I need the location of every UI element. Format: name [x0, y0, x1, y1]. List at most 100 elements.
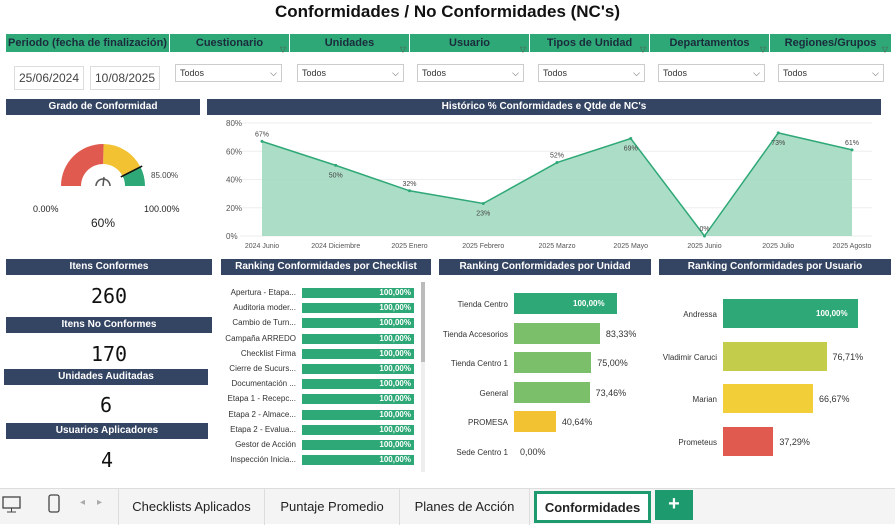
history-xtick-label: 2024 Diciembre	[311, 243, 360, 250]
usuario-item-bar[interactable]	[723, 341, 827, 371]
checklist-item-bar[interactable]: 100,00%	[302, 348, 414, 359]
tab-next-icon[interactable]: ▸	[97, 497, 103, 508]
history-xtick-label: 2025 Agosto	[833, 243, 872, 250]
kpi-value-usuarios: 4	[100, 448, 114, 472]
unidad-item-value: 73,46%	[595, 387, 627, 398]
history-xtick-label: 2024 Junio	[245, 243, 279, 250]
checklist-item-bar[interactable]: 100,00%	[302, 379, 414, 390]
unidad-item-label: PROMESA	[467, 418, 508, 427]
kpi-header-no-conformes: Itens No Conformes	[6, 317, 212, 333]
checklist-scrollbar-thumb[interactable]	[421, 282, 425, 362]
tab-checklists-aplicados[interactable]: Checklists Aplicados	[118, 489, 265, 525]
unidad-item-value: 75,00%	[597, 358, 628, 368]
unidad-item-bar[interactable]	[514, 352, 592, 373]
checklist-item-bar[interactable]: 100,00%	[302, 394, 414, 405]
chevron-down-icon: ▽	[639, 45, 646, 54]
history-point	[481, 202, 485, 206]
gauge-target-marker	[120, 165, 143, 178]
tab-planes-accion[interactable]: Planes de Acción	[400, 489, 530, 525]
filter-regiones-header[interactable]: Regiones/Grupos ▽	[770, 34, 891, 54]
history-point	[334, 163, 338, 167]
checklist-item-bar[interactable]: 100,00%	[302, 303, 414, 314]
checklist-item-bar[interactable]: 100,00%	[302, 364, 414, 374]
kpi-header-unidades: Unidades Auditadas	[4, 369, 208, 385]
checklist-scrollbar[interactable]	[421, 282, 425, 472]
history-data-label: 69%	[624, 146, 638, 153]
unidad-item-bar[interactable]	[514, 411, 556, 432]
unidad-item-label: Tienda Accesorios	[442, 329, 508, 339]
unidad-panel-header: Ranking Conformidades por Unidad	[439, 259, 651, 275]
history-ytick-label: 20%	[226, 204, 242, 213]
unidad-item-label: Tienda Centro	[457, 300, 508, 309]
kpi-value-no-conformes: 170	[90, 342, 128, 366]
unidad-item-value: 100,00%	[573, 299, 605, 308]
checklist-item-bar[interactable]: 100,00%	[302, 440, 414, 450]
checklist-item-label: Documentación ...	[231, 379, 296, 389]
regiones-select[interactable]: Todos ⌵	[778, 64, 884, 82]
checklist-item-label: Etapa 2 - Evalua...	[230, 424, 296, 434]
history-ytick-label: 60%	[226, 147, 242, 156]
mobile-view-icon[interactable]	[47, 494, 61, 514]
unidad-item-bar[interactable]	[514, 381, 590, 403]
history-xtick-label: 2025 Mayo	[613, 243, 648, 250]
checklist-item-bar[interactable]: 100,00%	[302, 409, 414, 420]
usuario-item-value: 37,29%	[779, 436, 810, 447]
history-point	[555, 161, 559, 165]
usuario-item-bar[interactable]	[723, 426, 774, 456]
add-page-button[interactable]: +	[655, 490, 693, 520]
checklist-item-bar[interactable]: 100,00%	[302, 333, 414, 344]
history-area-fill	[262, 132, 852, 236]
history-xtick-label: 2025 Junio	[687, 243, 721, 250]
history-point	[629, 137, 633, 141]
departamentos-select[interactable]: Todos ⌵	[658, 64, 765, 82]
checklist-item-label: Cierre de Sucurs...	[229, 364, 296, 373]
checklist-item-bar[interactable]: 100,00%	[302, 424, 414, 435]
gauge-panel-header: Grado de Conformidad	[6, 99, 200, 115]
gauge-segment-yellow	[103, 144, 141, 177]
history-point	[703, 234, 706, 238]
cuestionario-select[interactable]: Todos ⌵	[175, 64, 282, 82]
kpi-header-usuarios: Usuarios Aplicadores	[6, 423, 208, 439]
desktop-view-icon[interactable]	[2, 496, 22, 514]
chevron-down-icon: ⌵	[753, 68, 760, 78]
tab-puntaje-promedio[interactable]: Puntaje Promedio	[265, 489, 400, 525]
usuario-select[interactable]: Todos ⌵	[417, 64, 524, 82]
start-date-field[interactable]: 25/06/2024	[14, 66, 84, 90]
usuario-item-bar[interactable]	[723, 299, 858, 328]
history-data-label: 52%	[550, 153, 564, 160]
tab-prev-icon[interactable]: ◂	[80, 497, 86, 508]
chevron-down-icon: ⌵	[512, 68, 519, 78]
end-date-field[interactable]: 10/08/2025	[90, 66, 160, 90]
history-area-chart: 0% 20% 40% 60% 80% 2024 Junio 67% 2024 Diciemb…	[226, 119, 872, 250]
chevron-down-icon: ▽	[519, 45, 526, 54]
gauge-icon	[95, 178, 111, 187]
tipos-unidad-select[interactable]: Todos ⌵	[538, 64, 645, 82]
unidad-item-bar[interactable]	[514, 293, 617, 314]
filter-periodo-header: Periodo (fecha de finalización)	[6, 34, 170, 52]
usuario-item-label: Prometeus	[678, 437, 717, 447]
filter-usuario-header[interactable]: Usuario ▽	[410, 34, 530, 54]
usuario-item-bar[interactable]	[723, 384, 813, 413]
history-ytick-label: 80%	[226, 119, 242, 128]
filter-cuestionario-header[interactable]: Cuestionario ▽	[170, 34, 290, 54]
checklist-item-bar[interactable]: 100,00%	[302, 318, 414, 329]
filter-unidades-header[interactable]: Unidades ▽	[290, 34, 410, 54]
unidad-item-bar[interactable]	[514, 322, 600, 344]
tab-conformidades[interactable]: Conformidades	[534, 491, 651, 523]
kpi-value-unidades: 6	[99, 393, 113, 417]
conformity-gauge: 0.00% 100.00% 85.00% 60%	[33, 144, 180, 230]
filter-departamentos-header[interactable]: Departamentos ▽	[650, 34, 770, 54]
checklist-item-bar[interactable]: 100,00%	[302, 288, 414, 298]
history-xtick-label: 2025 Marzo	[539, 243, 576, 250]
gauge-segment-red	[61, 144, 104, 186]
checklist-item-label: Campaña ARREDO	[225, 333, 296, 343]
filter-tipos-header[interactable]: Tipos de Unidad ▽	[530, 34, 650, 54]
history-data-label: 0%	[699, 226, 709, 233]
unidades-select[interactable]: Todos ⌵	[297, 64, 404, 82]
checklist-item-bar[interactable]: 100,00%	[302, 455, 414, 466]
history-data-label: 73%	[771, 140, 785, 147]
chevron-down-icon: ⌵	[633, 68, 640, 78]
checklist-item-label: Apertura - Etapa...	[230, 288, 296, 297]
checklist-item-label: Auditoria moder...	[233, 303, 296, 313]
chevron-down-icon: ⌵	[270, 68, 277, 78]
